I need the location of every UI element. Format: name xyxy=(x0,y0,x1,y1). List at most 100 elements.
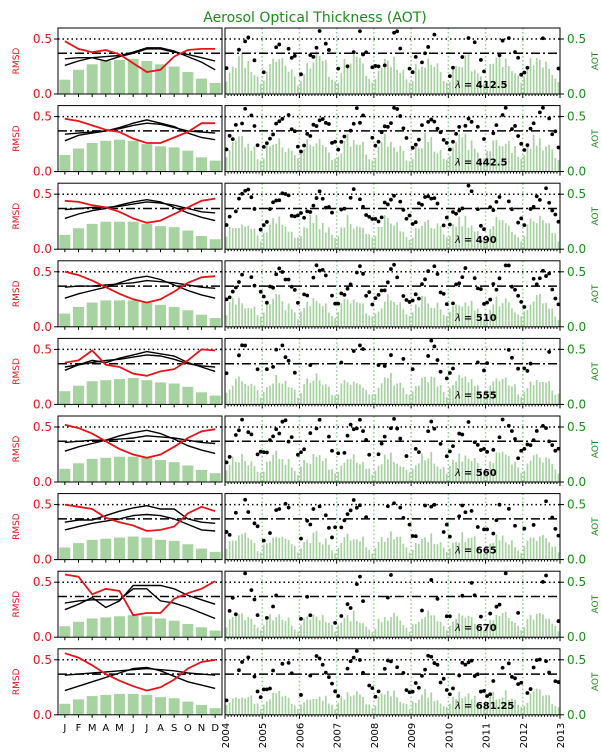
aot-scatter-point xyxy=(286,193,291,198)
timeseries-aot-bar xyxy=(297,237,299,250)
timeseries-aot-bar xyxy=(476,73,479,94)
timeseries-aot-bar xyxy=(253,624,256,638)
timeseries-aot-bar xyxy=(318,380,321,405)
timeseries-aot-bar xyxy=(411,158,414,172)
monthly-aot-bar xyxy=(196,78,207,94)
timeseries-aot-bar xyxy=(290,625,293,638)
model-b-line xyxy=(64,435,216,445)
timeseries-aot-bar xyxy=(526,309,529,327)
timeseries-aot-bar xyxy=(399,231,402,250)
timeseries-aot-bar xyxy=(334,318,336,327)
timeseries-aot-bar xyxy=(520,706,523,715)
timeseries-aot-bar xyxy=(343,537,346,560)
timeseries-aot-bar xyxy=(517,156,519,172)
timeseries-aot-bar xyxy=(470,71,473,94)
aot-scatter-point xyxy=(339,360,344,365)
aot-scatter-point xyxy=(423,51,427,56)
timeseries-aot-bar xyxy=(483,630,485,638)
aot-scatter-point xyxy=(305,594,310,599)
timeseries-aot-bar xyxy=(461,532,464,560)
timeseries-aot-bar xyxy=(489,619,492,638)
timeseries-aot-bar xyxy=(241,697,243,715)
aot-scatter-point xyxy=(491,679,496,683)
timeseries-aot-bar xyxy=(486,80,488,94)
aot-scatter-point xyxy=(230,595,235,600)
monthly-aot-bar xyxy=(86,143,98,172)
timeseries-aot-bar xyxy=(442,706,445,715)
timeseries-aot-bar xyxy=(318,542,321,560)
timeseries-aot-bar xyxy=(287,617,290,638)
timeseries-aot-bar xyxy=(542,462,544,482)
aot-scatter-point xyxy=(525,442,530,447)
timeseries-aot-bar xyxy=(256,76,259,94)
aot-scatter-point xyxy=(537,276,542,281)
timeseries-aot-bar xyxy=(520,396,523,405)
aot-scatter-point xyxy=(345,666,350,671)
aot-scatter-point xyxy=(311,203,316,208)
timeseries-aot-bar xyxy=(362,387,364,405)
timeseries-aot-bar xyxy=(452,459,454,482)
timeseries-aot-bar xyxy=(309,383,312,405)
timeseries-aot-bar xyxy=(414,542,417,560)
rmsd-tick-label: 0.0 xyxy=(33,87,52,101)
aot-scatter-point xyxy=(227,608,232,613)
timeseries-aot-bar xyxy=(507,618,510,638)
timeseries-aot-bar xyxy=(312,532,315,560)
aot-scatter-point xyxy=(435,662,440,667)
aot-scatter-point xyxy=(544,499,548,504)
monthly-aot-bar xyxy=(182,701,194,715)
timeseries-aot-bar xyxy=(402,309,405,327)
aot-scatter-point xyxy=(327,122,331,126)
timeseries-aot-bar xyxy=(306,139,309,172)
aot-scatter-point xyxy=(280,661,285,666)
timeseries-aot-bar xyxy=(228,702,231,715)
timeseries-aot-bar xyxy=(535,540,538,560)
aot-scatter-point xyxy=(330,293,334,298)
aot-scatter-point xyxy=(351,655,356,660)
timeseries-aot-bar xyxy=(405,160,408,172)
timeseries-aot-bar xyxy=(368,394,371,405)
aot-scatter-point xyxy=(261,144,266,149)
timeseries-aot-bar xyxy=(430,228,433,250)
aot-scatter-point xyxy=(454,282,458,287)
timeseries-aot-bar xyxy=(352,381,355,405)
timeseries-aot-bar xyxy=(340,227,343,250)
aot-scatter-point xyxy=(423,277,427,282)
aot-scatter-point xyxy=(345,286,350,291)
monthly-aot-bar xyxy=(155,304,166,327)
timeseries-aot-bar xyxy=(542,695,544,715)
timeseries-aot-bar xyxy=(352,539,355,560)
timeseries-aot-bar xyxy=(241,224,243,250)
timeseries-aot-bar xyxy=(458,691,461,715)
timeseries-aot-bar xyxy=(548,381,550,405)
timeseries-aot-bar xyxy=(343,462,346,482)
aot-scatter-point xyxy=(314,45,319,50)
aot-scatter-point xyxy=(277,431,282,436)
aot-scatter-point xyxy=(333,525,338,530)
left-plot-frame xyxy=(57,493,223,561)
aot-scatter-point xyxy=(435,126,440,131)
timeseries-aot-bar xyxy=(290,387,293,405)
timeseries-aot-bar xyxy=(256,315,259,327)
month-tick-label: A xyxy=(157,723,164,734)
aot-scatter-point xyxy=(240,191,244,196)
timeseries-aot-bar xyxy=(501,451,504,482)
timeseries-aot-bar xyxy=(293,629,296,638)
timeseries-aot-bar xyxy=(511,71,513,94)
aot-scatter-point xyxy=(252,597,257,602)
timeseries-aot-bar xyxy=(287,540,290,560)
aot-scatter-point xyxy=(525,691,530,695)
timeseries-aot-bar xyxy=(328,227,330,250)
timeseries-aot-bar xyxy=(535,454,538,482)
aot-scatter-point xyxy=(367,452,372,457)
timeseries-aot-bar xyxy=(551,74,554,94)
timeseries-aot-bar xyxy=(486,471,488,482)
aot-scatter-point xyxy=(410,222,415,226)
timeseries-aot-bar xyxy=(371,632,374,638)
aot-scatter-point xyxy=(485,300,490,305)
aot-scatter-point xyxy=(333,689,338,694)
monthly-aot-bar xyxy=(100,617,112,638)
aot-scatter-point xyxy=(466,660,471,665)
timeseries-aot-bar xyxy=(421,694,423,715)
timeseries-aot-bar xyxy=(489,64,492,94)
